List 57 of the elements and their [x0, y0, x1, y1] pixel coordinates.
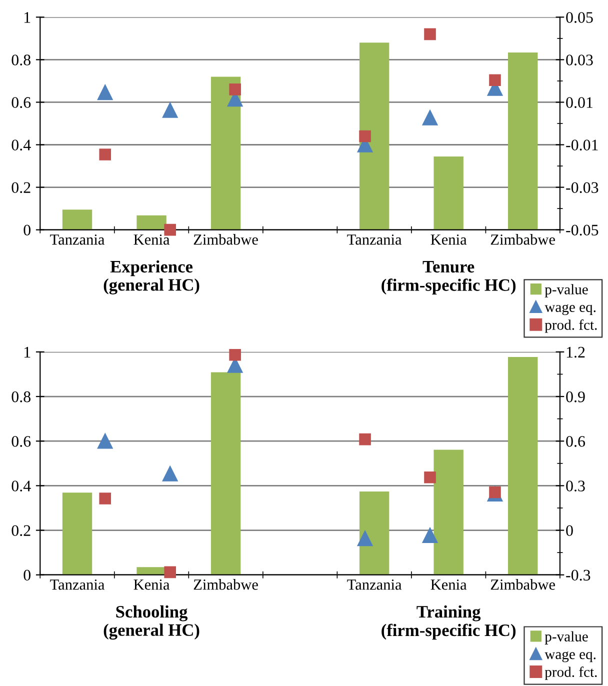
y2-tick-label: 0.01: [566, 97, 593, 108]
y-tick-label: 0: [24, 570, 30, 581]
x-tick-label: Zimbabwe: [194, 579, 258, 590]
bar: [359, 491, 390, 575]
bar: [508, 52, 538, 230]
y-tick-label: 0.6: [12, 97, 31, 108]
legend-label: p-value: [544, 631, 588, 644]
legend-label: p-value: [544, 284, 588, 298]
bar: [62, 492, 92, 575]
text: Experience (general HC): [104, 260, 200, 294]
y2-tick-label: -0.3: [566, 570, 590, 581]
bar: [210, 372, 241, 575]
y-tick-label: 0.8: [12, 391, 30, 402]
x-tick-label: Zimbabwe: [194, 234, 258, 245]
y-tick-label: 0.8: [12, 54, 30, 66]
y2-tick-label: -0.05: [566, 224, 598, 236]
x-tick-label: Tanzania: [50, 580, 105, 590]
legend-label: prod. fct.: [544, 319, 597, 333]
x-tick-label: Zimbabwe: [490, 234, 555, 245]
y2-tick-label: 0: [566, 525, 573, 536]
bar: [359, 42, 390, 230]
y2-tick-label: -0.03: [566, 182, 598, 194]
x-tick-label: Kenia: [134, 234, 170, 245]
x-tick-label: Tanzania: [347, 580, 402, 590]
y2-tick-label: 0.3: [566, 480, 585, 492]
y-tick-label: 0.6: [12, 436, 31, 447]
y2-tick-label: 0.6: [566, 436, 586, 447]
x-tick-label: Kenia: [430, 234, 467, 245]
text: Schooling (general HC): [104, 605, 200, 640]
x-tick-label: Tanzania: [50, 234, 105, 245]
y-tick-label: 0: [24, 224, 30, 236]
y2-tick-label: 1.2: [566, 346, 585, 358]
bar: [434, 450, 464, 575]
bar: [210, 76, 241, 230]
x-tick-label: Zimbabwe: [490, 579, 555, 590]
bar: [62, 210, 92, 230]
x-tick-label: Kenia: [430, 580, 467, 590]
bar: [136, 215, 166, 230]
bar: [434, 156, 464, 230]
y-tick-label: 0.2: [12, 525, 30, 536]
y2-tick-label: 0.9: [566, 391, 585, 402]
y2-tick-label: -0.01: [566, 140, 598, 151]
y-tick-label: 1: [24, 12, 30, 23]
y2-tick-label: 0.05: [566, 12, 593, 23]
legend-label: wage eq.: [544, 304, 596, 316]
y2-tick-label: 0.03: [566, 54, 593, 66]
y-tick-label: 1: [24, 346, 30, 358]
text: Training (firm-specific HC): [382, 605, 516, 640]
bar: [508, 357, 538, 575]
text: Tenure (firm-specific HC): [382, 261, 516, 294]
x-tick-label: Tanzania: [347, 234, 402, 245]
y-tick-label: 0.4: [12, 480, 31, 492]
legend-label: prod. fct.: [544, 666, 597, 680]
legend-label: wage eq.: [544, 652, 596, 662]
y-tick-label: 0.4: [12, 140, 31, 151]
x-tick-label: Kenia: [134, 580, 170, 590]
y-tick-label: 0.2: [12, 182, 30, 194]
